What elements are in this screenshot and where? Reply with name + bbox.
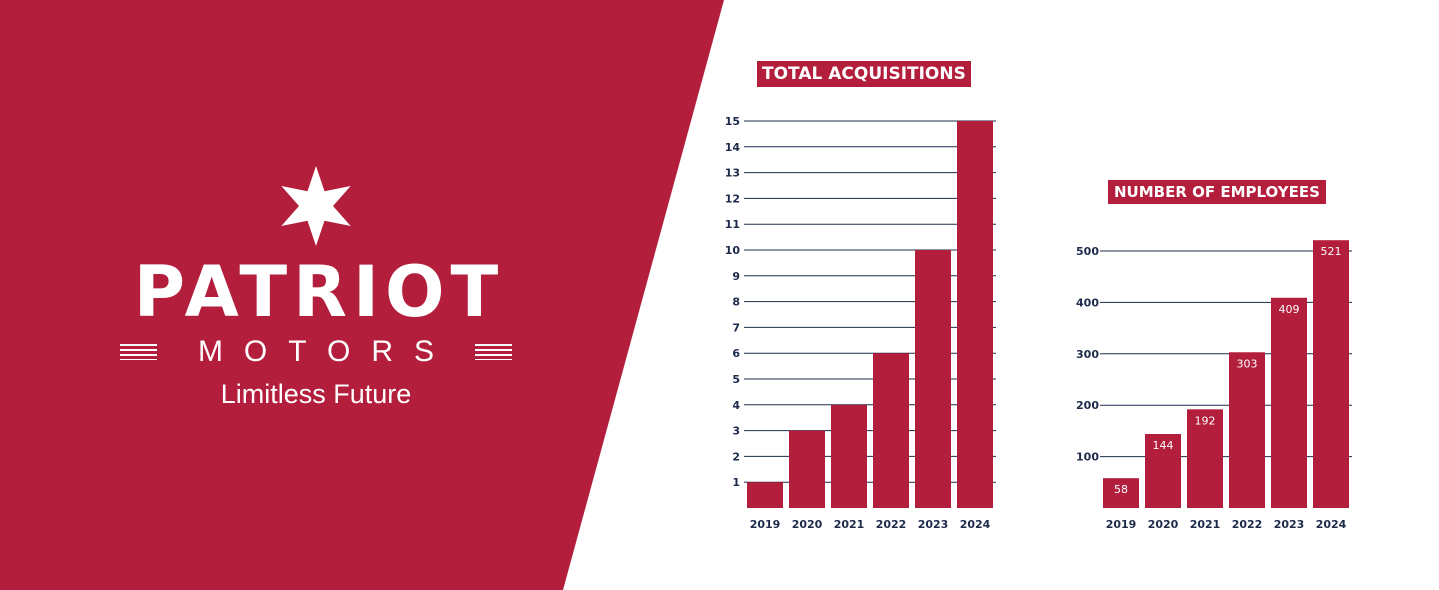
acq-y-tick-label: 15 xyxy=(725,115,740,128)
brand-sub-row: MOTORS xyxy=(100,337,532,367)
acq-bar-2022 xyxy=(873,353,909,508)
emp-data-label: 58 xyxy=(1114,483,1128,496)
acq-y-tick-label: 3 xyxy=(732,425,740,438)
brand-tagline: Limitless Future xyxy=(220,379,412,409)
emp-x-tick-label: 2019 xyxy=(1106,518,1137,531)
emp-bar-2019 xyxy=(1103,478,1139,508)
brand-name: PATRIOT xyxy=(133,251,505,333)
emp-bar-2023 xyxy=(1271,297,1307,508)
acq-y-tick-label: 5 xyxy=(732,373,740,386)
employees-chart-title: NUMBER OF EMPLOYEES xyxy=(1108,180,1326,204)
acq-y-tick-label: 14 xyxy=(725,141,741,154)
right-stripes-icon xyxy=(475,344,512,360)
acq-y-tick-label: 6 xyxy=(732,347,740,360)
acq-bar-2020 xyxy=(789,430,825,508)
emp-bar-2020 xyxy=(1145,433,1181,508)
acq-y-tick-label: 2 xyxy=(732,450,740,463)
acq-x-tick-label: 2021 xyxy=(834,518,865,531)
acq-x-tick-label: 2023 xyxy=(918,518,949,531)
emp-y-tick-label: 300 xyxy=(1076,348,1099,361)
acq-y-tick-label: 7 xyxy=(732,321,740,334)
emp-data-label: 144 xyxy=(1153,439,1174,452)
emp-data-label: 192 xyxy=(1195,414,1216,427)
emp-x-tick-label: 2024 xyxy=(1316,518,1347,531)
emp-bar-2021 xyxy=(1187,409,1223,508)
emp-data-label: 521 xyxy=(1321,245,1342,258)
red-panel-shape xyxy=(0,0,724,590)
acq-y-tick-label: 12 xyxy=(725,192,740,205)
emp-x-tick-label: 2023 xyxy=(1274,518,1305,531)
acq-x-tick-label: 2020 xyxy=(792,518,823,531)
emp-y-tick-label: 400 xyxy=(1076,296,1099,309)
emp-x-tick-label: 2022 xyxy=(1232,518,1263,531)
acq-x-tick-label: 2022 xyxy=(876,518,907,531)
emp-y-tick-label: 500 xyxy=(1076,245,1099,258)
acq-bar-2023 xyxy=(915,250,951,508)
emp-y-tick-label: 100 xyxy=(1076,451,1099,464)
acq-bar-2024 xyxy=(957,121,993,508)
acq-y-tick-label: 4 xyxy=(732,399,740,412)
brand-block: PATRIOT MOTORS Limitless Future xyxy=(100,165,532,410)
brand-subname: MOTORS xyxy=(197,335,456,368)
acq-x-tick-label: 2019 xyxy=(750,518,781,531)
six-point-star-icon xyxy=(281,166,351,246)
emp-bar-2022 xyxy=(1229,352,1265,508)
emp-data-label: 409 xyxy=(1279,303,1300,316)
acq-y-tick-label: 13 xyxy=(725,167,740,180)
left-stripes-icon xyxy=(120,344,157,360)
acq-y-tick-label: 11 xyxy=(725,218,740,231)
acq-y-tick-label: 8 xyxy=(732,296,740,309)
emp-x-tick-label: 2020 xyxy=(1148,518,1179,531)
emp-x-tick-label: 2021 xyxy=(1190,518,1221,531)
acq-bar-2019 xyxy=(747,482,783,508)
emp-data-label: 303 xyxy=(1237,357,1258,370)
emp-y-tick-label: 200 xyxy=(1076,399,1099,412)
acq-bar-2021 xyxy=(831,404,867,508)
acq-y-tick-label: 1 xyxy=(732,476,740,489)
emp-bar-2024 xyxy=(1313,240,1349,508)
acq-y-tick-label: 9 xyxy=(732,270,740,283)
acq-y-tick-label: 10 xyxy=(725,244,741,257)
acq-x-tick-label: 2024 xyxy=(960,518,991,531)
acquisitions-chart-title: TOTAL ACQUISITIONS xyxy=(757,61,971,87)
